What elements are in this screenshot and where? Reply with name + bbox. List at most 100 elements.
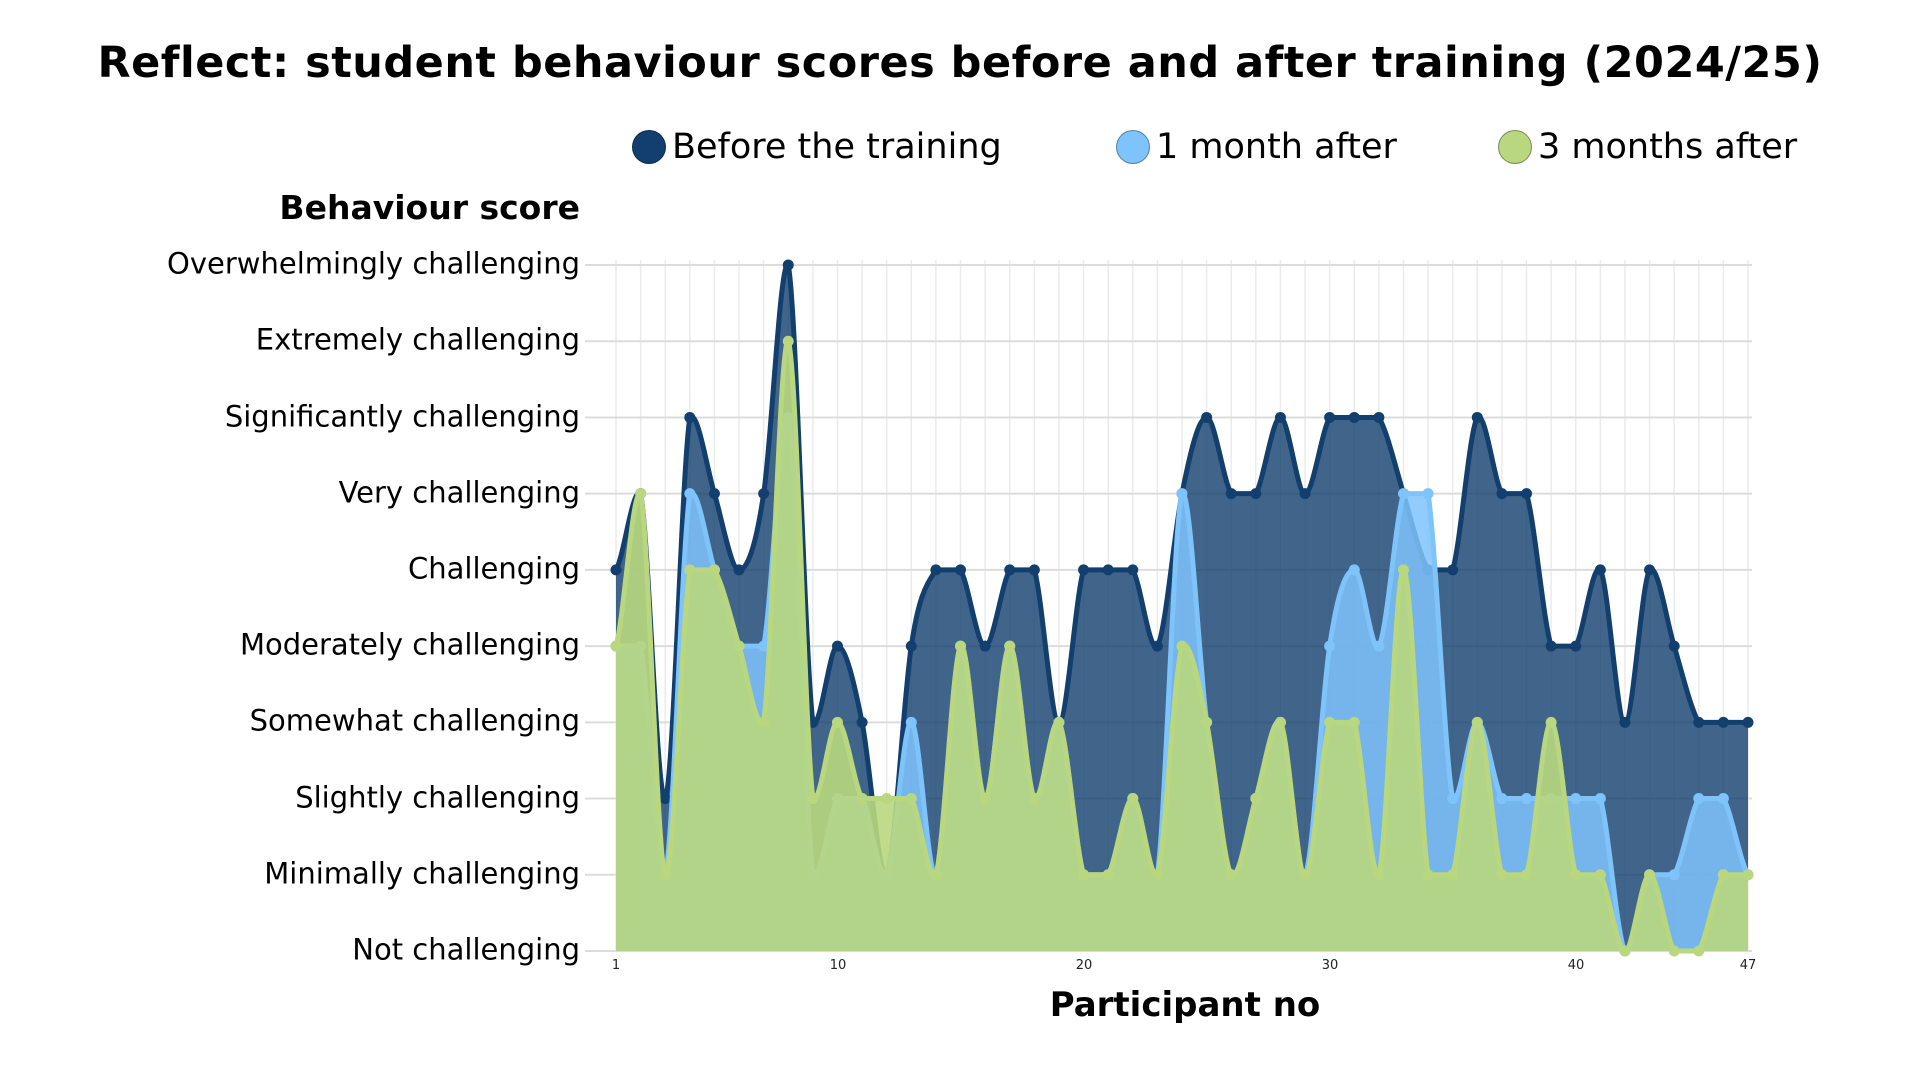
x-tick: 47 [1739, 958, 1757, 973]
legend-label: 3 months after [1538, 127, 1798, 167]
data-point [1324, 640, 1336, 652]
data-point [1299, 869, 1311, 881]
data-point [1299, 488, 1311, 500]
data-point [881, 793, 893, 805]
data-point [1127, 564, 1139, 576]
data-point [1594, 793, 1606, 805]
y-label: Minimally challenging [264, 856, 580, 891]
legend-label: Before the training [672, 127, 1002, 167]
data-point [1496, 793, 1508, 805]
data-point [1717, 793, 1729, 805]
legend-label: 1 month after [1156, 127, 1397, 167]
data-point [955, 564, 967, 576]
data-point [1151, 869, 1163, 881]
data-point [1545, 640, 1557, 652]
data-point [1201, 716, 1213, 728]
data-point [930, 869, 942, 881]
data-point [635, 488, 647, 500]
data-point [856, 793, 868, 805]
data-point [1397, 488, 1409, 500]
data-point [1201, 411, 1213, 423]
data-point [1496, 488, 1508, 500]
legend-item-3-months: 3 months after [1498, 124, 1797, 170]
data-point [610, 564, 622, 576]
data-point [1521, 869, 1533, 881]
data-point [1594, 869, 1606, 881]
data-point [1717, 716, 1729, 728]
data-point [1422, 488, 1434, 500]
data-point [1078, 564, 1090, 576]
data-point [905, 640, 917, 652]
data-point [1521, 488, 1533, 500]
legend-item-before: Before the training [632, 124, 1002, 170]
data-point [733, 564, 745, 576]
data-point [1348, 564, 1360, 576]
legend-dot-icon [632, 130, 666, 164]
legend-dot-icon [1116, 130, 1150, 164]
data-point [1053, 716, 1065, 728]
data-point [1619, 945, 1631, 957]
data-point [1644, 564, 1656, 576]
data-point [1225, 488, 1237, 500]
chart-title: Reflect: student behaviour scores before… [97, 38, 1823, 88]
data-point [1644, 869, 1656, 881]
data-point [831, 716, 843, 728]
data-point [1594, 564, 1606, 576]
data-point [955, 640, 967, 652]
y-label: Somewhat challenging [249, 703, 580, 738]
y-label: Extremely challenging [255, 322, 580, 357]
data-point [930, 564, 942, 576]
data-point [1422, 869, 1434, 881]
data-point [1496, 869, 1508, 881]
data-point [1028, 793, 1040, 805]
data-point [1004, 640, 1016, 652]
data-point [708, 488, 720, 500]
data-point [1176, 488, 1188, 500]
data-point [1668, 640, 1680, 652]
data-point [659, 869, 671, 881]
x-tick: 10 [829, 958, 847, 973]
data-point [1324, 716, 1336, 728]
data-point [807, 793, 819, 805]
y-label: Slightly challenging [295, 780, 580, 815]
data-point [1545, 716, 1557, 728]
data-point [1447, 564, 1459, 576]
data-point [1225, 869, 1237, 881]
data-point [659, 793, 671, 805]
data-point [1570, 793, 1582, 805]
data-point [1373, 411, 1385, 423]
data-point [1570, 869, 1582, 881]
data-point [1274, 411, 1286, 423]
data-point [1373, 640, 1385, 652]
data-point [610, 640, 622, 652]
data-point [1127, 793, 1139, 805]
x-tick: 30 [1321, 958, 1339, 973]
data-point [1693, 945, 1705, 957]
data-point [1078, 869, 1090, 881]
data-point [1693, 793, 1705, 805]
data-point [1348, 411, 1360, 423]
data-point [979, 640, 991, 652]
legend-dot-icon [1498, 130, 1532, 164]
data-point [1668, 945, 1680, 957]
y-label: Overwhelmingly challenging [167, 246, 580, 281]
data-point [1693, 716, 1705, 728]
data-point [1102, 564, 1114, 576]
y-label: Challenging [408, 551, 580, 586]
data-point [1742, 869, 1754, 881]
x-axis-title: Participant no [1049, 985, 1321, 1025]
data-point [979, 793, 991, 805]
data-point [684, 411, 696, 423]
data-point [905, 793, 917, 805]
data-point [1176, 640, 1188, 652]
data-point [1151, 640, 1163, 652]
y-label: Not challenging [352, 932, 580, 967]
data-point [1028, 564, 1040, 576]
data-point [1471, 411, 1483, 423]
data-point [1348, 716, 1360, 728]
data-point [1570, 640, 1582, 652]
data-point [905, 716, 917, 728]
data-point [684, 564, 696, 576]
data-point [758, 488, 770, 500]
